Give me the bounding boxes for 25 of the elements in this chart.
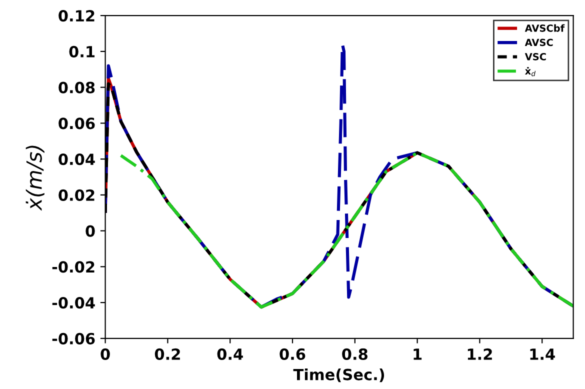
x-tick-label: 1.2 [468,348,492,360]
y-tick-label: 0.06 [58,118,95,130]
legend-label: AVSCbf [524,24,565,32]
line-series [119,151,574,309]
y-tick-label: 0.1 [69,46,95,58]
x-tick-label: 0.4 [217,348,243,360]
y-tick-label: 0.08 [58,82,95,94]
x-axis-title: Time(Sec.) [293,368,384,382]
y-tick-label: -0.02 [52,261,94,273]
legend-label: AVSC [524,38,553,46]
x-tick-label: 1.4 [530,348,555,360]
x-tick-label: 0.8 [342,348,368,360]
legend-label: ẋ$_{d}$ [524,67,536,76]
y-tick-label: 0 [86,225,95,237]
x-tick-label: 0 [100,348,110,360]
legend-label: VSC [524,53,546,60]
x-tick-label: 0.6 [280,348,306,360]
y-tick-label: 0.02 [58,189,94,201]
x-tick-label: 1 [414,348,422,360]
y-tick-label: 0.12 [58,10,94,22]
x-tick-label: 0.2 [154,348,180,360]
y-axis-title: ẋ(m/s) [26,146,44,211]
y-tick-label: -0.04 [52,297,95,309]
y-tick-label: 0.04 [58,154,95,166]
y-tick-label: -0.06 [52,332,95,344]
